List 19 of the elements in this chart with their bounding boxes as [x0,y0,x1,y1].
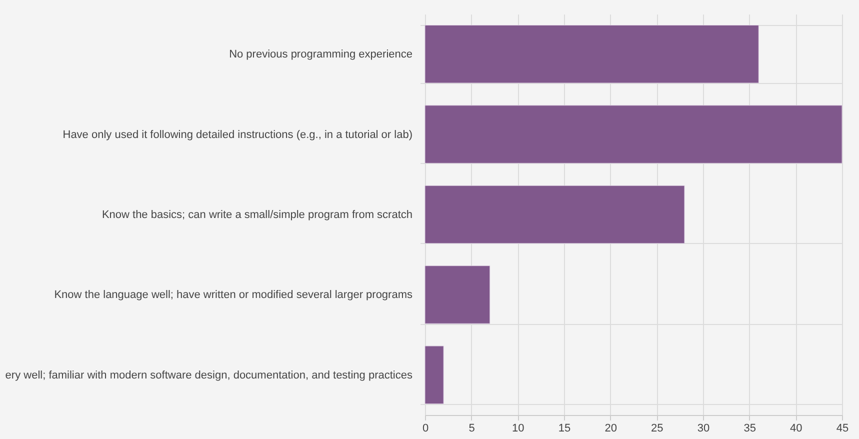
x-tick-label: 30 [697,422,710,434]
x-tick-label: 45 [836,422,849,434]
y-tick-label: Have only used it following detailed instructions (e.g., in a tutorial or lab) [62,128,412,141]
y-tick-label: No previous programming experience [229,48,412,61]
x-tick-label: 5 [468,422,475,434]
y-tick-label: Know the language well; have written or modified several larger programs [54,289,413,302]
bar [424,185,685,244]
x-tick-label: 35 [744,422,756,434]
x-tick-label: 10 [512,422,524,434]
x-tick-label: 25 [651,422,664,434]
y-tick-label: Know the basics; can write a small/simple program from scratch [102,209,412,221]
y-tick-label: ery well; familiar with modern software design, documentation, and testing practices [5,369,413,382]
bar [424,266,490,324]
x-tick-label: 20 [604,422,617,434]
bar [424,24,759,84]
x-tick-label: 40 [790,422,802,434]
x-tick-label: 15 [558,422,571,434]
bar [424,346,444,404]
x-tick-label: 0 [422,422,429,434]
